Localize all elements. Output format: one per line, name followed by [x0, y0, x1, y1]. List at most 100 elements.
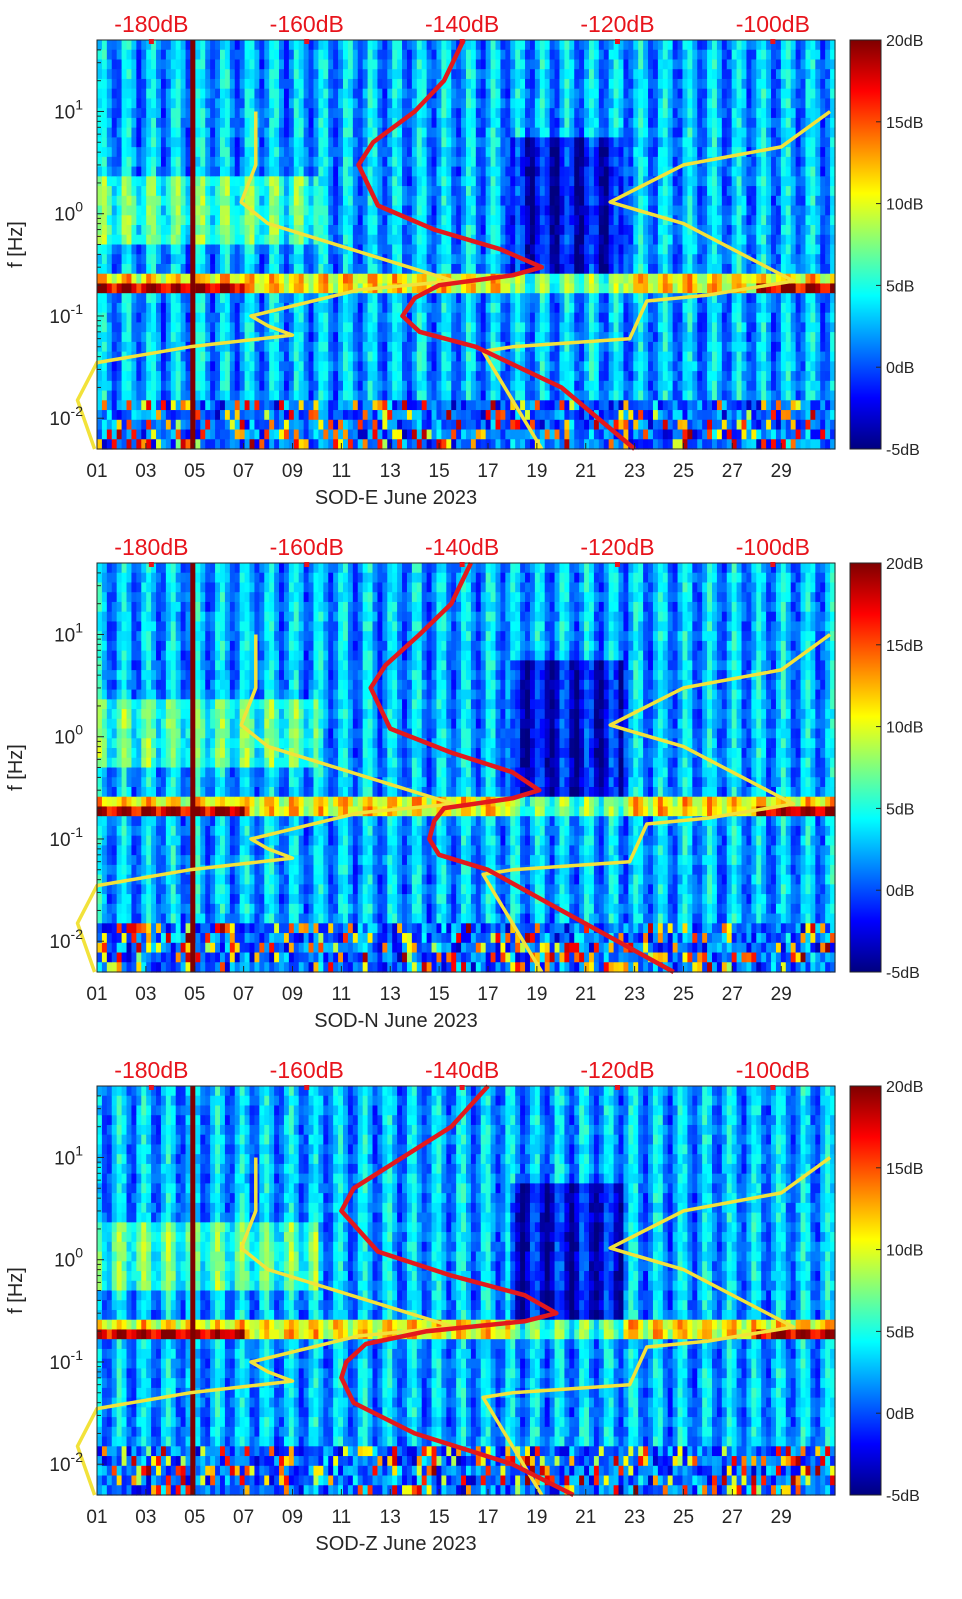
- colorbar-tick-label: -5dB: [886, 442, 920, 459]
- y-tick-label: 100: [54, 1245, 83, 1272]
- panel-1: 01 03 05 07 09 11 13 15 17 19 21 23 25 27 2910-210-110…: [5, 11, 923, 509]
- y-tick-label: 101: [54, 619, 83, 646]
- top-axis-label: -160dB: [270, 534, 344, 560]
- colorbar: 20dB 15dB 10dB 5dB 0dB -5dB: [849, 33, 923, 459]
- x-tick-label: 29: [771, 461, 792, 482]
- top-tick-mark: [770, 1085, 776, 1090]
- colorbar-tick-label: 15dB: [886, 1161, 923, 1178]
- y-tick-base: 10: [49, 1353, 70, 1374]
- x-axis-label: SOD-N June 2023: [314, 1010, 477, 1032]
- y-tick-exponent: -2: [71, 926, 84, 942]
- top-axis-label: -120dB: [580, 11, 654, 37]
- colorbar: 20dB 15dB 10dB 5dB 0dB -5dB: [849, 1079, 923, 1505]
- y-tick-base: 10: [49, 1455, 70, 1476]
- y-tick-base: 10: [54, 1251, 75, 1272]
- x-tick-label: 29: [771, 984, 792, 1005]
- y-tick-exponent: -2: [71, 403, 84, 419]
- top-tick-mark: [304, 562, 310, 567]
- y-tick-exponent: 0: [75, 722, 83, 738]
- x-tick-label: 13: [380, 984, 401, 1005]
- x-tick-label: 09: [282, 1507, 303, 1528]
- y-tick-base: 10: [54, 1148, 75, 1169]
- y-tick-label: 10-2: [49, 403, 83, 430]
- top-tick-mark: [148, 562, 154, 567]
- x-tick-label: 05: [184, 1507, 205, 1528]
- colorbar: 20dB 15dB 10dB 5dB 0dB -5dB: [849, 556, 923, 982]
- colorbar-tick-label: 20dB: [886, 1079, 923, 1096]
- x-tick-label: 21: [575, 984, 596, 1005]
- colorbar-tick-label: 0dB: [886, 360, 914, 377]
- x-tick-label: 07: [233, 1507, 254, 1528]
- top-axis-label: -140dB: [425, 1057, 499, 1083]
- y-tick-base: 10: [54, 205, 75, 226]
- x-tick-label: 03: [135, 1507, 156, 1528]
- y-axis-label: f [Hz]: [5, 744, 27, 791]
- x-tick-label: 27: [722, 1507, 743, 1528]
- x-tick-label: 19: [526, 1507, 547, 1528]
- top-tick-mark: [614, 39, 620, 44]
- x-axis-label: SOD-Z June 2023: [315, 1533, 476, 1555]
- x-tick-label: 17: [477, 461, 498, 482]
- y-tick-label: 10-2: [49, 1449, 83, 1476]
- y-tick-exponent: -1: [71, 1347, 84, 1363]
- colorbar-tick-label: 10dB: [886, 1243, 923, 1260]
- x-tick-label: 27: [722, 984, 743, 1005]
- top-axis-label: -180dB: [114, 534, 188, 560]
- colorbar-tick-label: 5dB: [886, 1324, 914, 1341]
- x-tick-label: 23: [624, 461, 645, 482]
- y-tick-exponent: 0: [75, 199, 83, 215]
- top-axis-label: -160dB: [270, 1057, 344, 1083]
- psd-curve-red: [368, 562, 675, 974]
- colorbar-tick-label: 0dB: [886, 1406, 914, 1423]
- y-axis-label: f [Hz]: [5, 221, 27, 268]
- colorbar-tick-label: 10dB: [886, 197, 923, 214]
- top-axis-label: -120dB: [580, 1057, 654, 1083]
- colorbar-gradient: [849, 562, 882, 973]
- colorbar-tick-label: -5dB: [886, 1488, 920, 1505]
- x-axis-label: SOD-E June 2023: [315, 487, 477, 509]
- top-axis-label: -100dB: [736, 534, 810, 560]
- reference-curve-yellow: [481, 1156, 832, 1496]
- x-tick-label: 27: [722, 461, 743, 482]
- top-tick-mark: [614, 562, 620, 567]
- spectrogram-image: [97, 40, 836, 450]
- top-axis-label: -140dB: [425, 534, 499, 560]
- colorbar-tick-label: 20dB: [886, 556, 923, 573]
- x-tick-label: 11: [332, 1507, 352, 1528]
- top-tick-mark: [304, 39, 310, 44]
- y-tick-base: 10: [49, 409, 70, 430]
- y-tick-label: 101: [54, 1142, 83, 1169]
- y-tick-exponent: 1: [75, 619, 83, 635]
- y-tick-exponent: 0: [75, 1245, 83, 1261]
- x-tick-label: 03: [135, 984, 156, 1005]
- x-tick-label: 25: [673, 984, 694, 1005]
- top-tick-mark: [148, 1085, 154, 1090]
- y-tick-base: 10: [54, 625, 75, 646]
- y-tick-exponent: -1: [71, 824, 84, 840]
- colorbar-tick-label: -5dB: [886, 965, 920, 982]
- x-tick-label: 15: [429, 984, 450, 1005]
- x-tick-label: 13: [380, 461, 401, 482]
- y-tick-label: 100: [54, 722, 83, 749]
- top-axis-label: -120dB: [580, 534, 654, 560]
- x-tick-label: 05: [184, 984, 205, 1005]
- x-tick-label: 21: [575, 1507, 596, 1528]
- x-tick-label: 15: [429, 461, 450, 482]
- x-tick-label: 19: [526, 984, 547, 1005]
- y-tick-exponent: -2: [71, 1449, 84, 1465]
- x-tick-label: 07: [233, 984, 254, 1005]
- x-tick-label: 09: [282, 461, 303, 482]
- spectrogram-image: [97, 1086, 836, 1496]
- top-tick-mark: [304, 1085, 310, 1090]
- y-tick-label: 10-1: [49, 1347, 83, 1374]
- top-tick-mark: [614, 1085, 620, 1090]
- x-tick-label: 11: [332, 461, 352, 482]
- x-tick-label: 13: [380, 1507, 401, 1528]
- x-tick-label: 01: [86, 461, 107, 482]
- colorbar-gradient: [849, 39, 882, 450]
- x-tick-label: 17: [477, 1507, 498, 1528]
- top-tick-mark: [459, 1085, 465, 1090]
- psd-curve-red: [339, 1084, 575, 1498]
- colorbar-tick-label: 15dB: [886, 638, 923, 655]
- top-tick-mark: [459, 562, 465, 567]
